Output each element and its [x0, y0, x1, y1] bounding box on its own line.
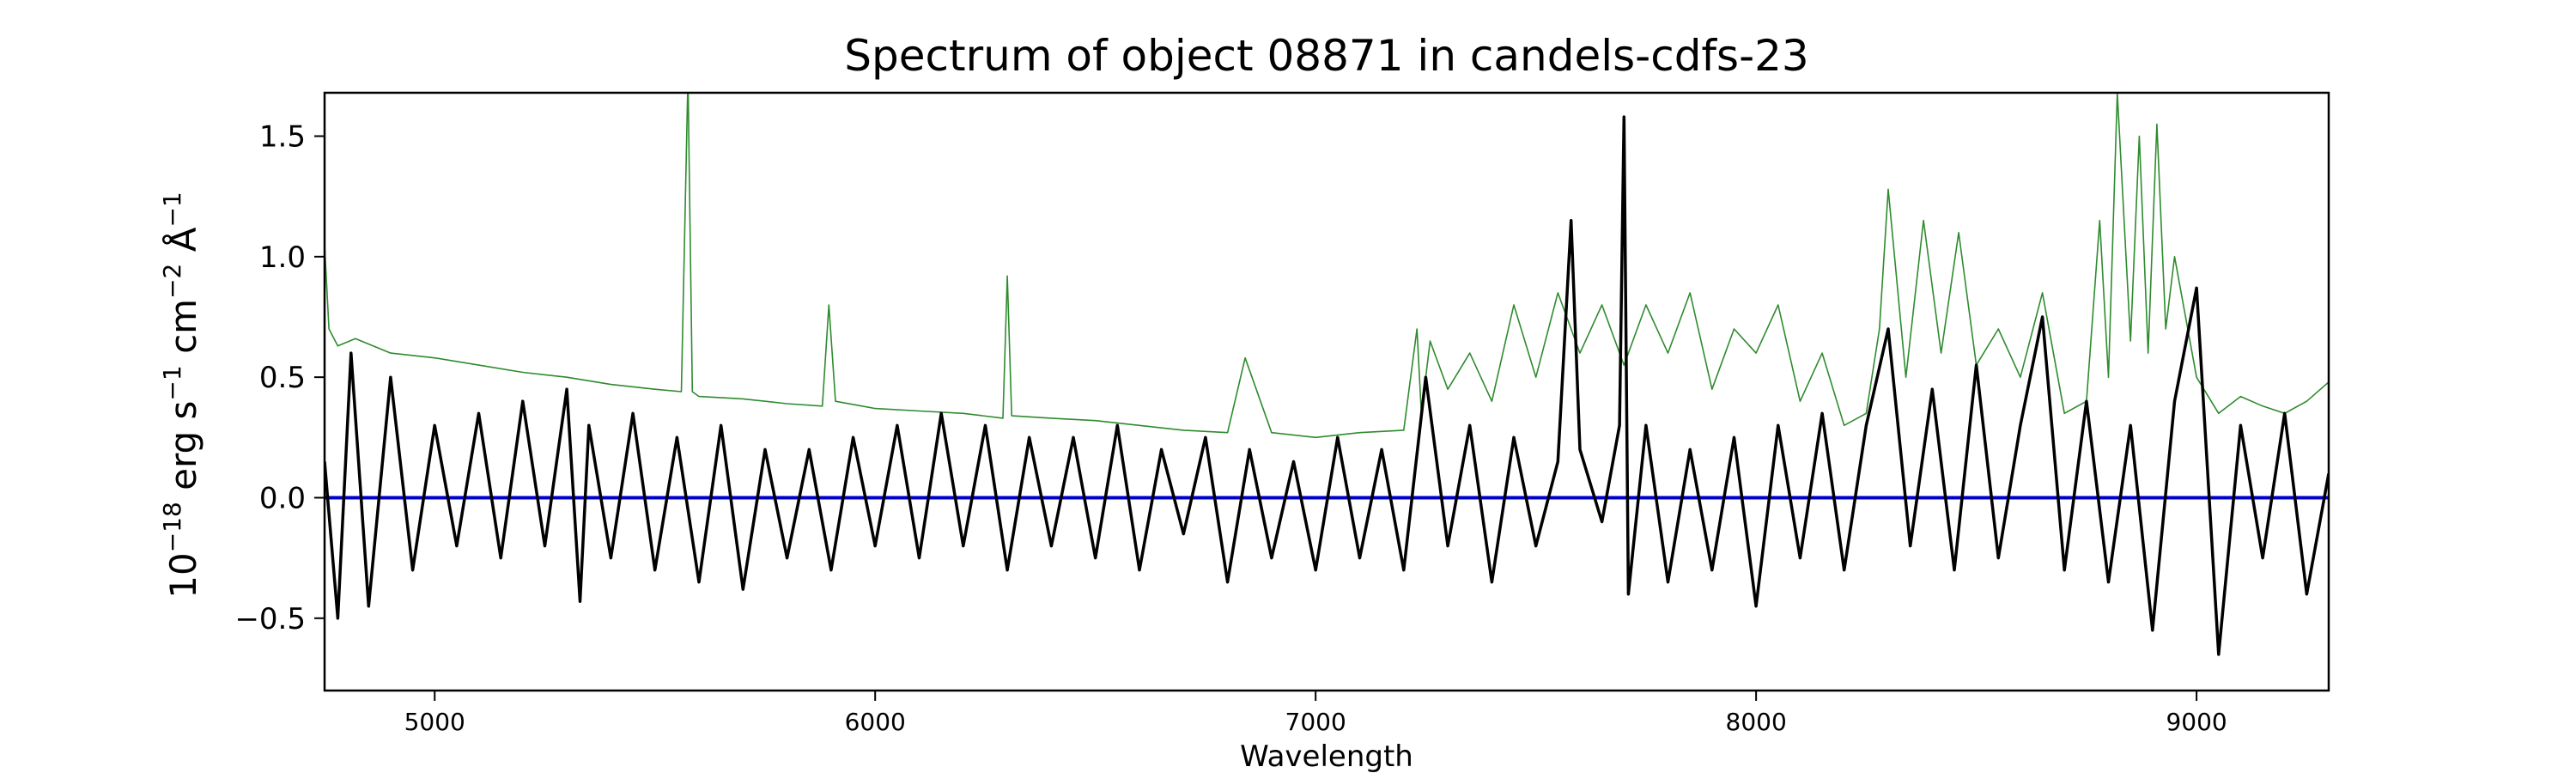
y-tick-label: 1.5: [259, 120, 306, 155]
chart-title: Spectrum of object 08871 in candels-cdfs…: [844, 31, 1809, 81]
y-tick-label: −0.5: [234, 602, 306, 636]
x-tick-label: 8000: [1726, 708, 1787, 736]
x-tick-label: 5000: [404, 708, 465, 736]
y-axis-label: 10−18 erg s−1 cm−2 Å−1: [158, 192, 204, 598]
plot-area: [325, 93, 2329, 656]
noise-spectrum-line: [325, 93, 2329, 439]
x-axis-label: Wavelength: [1240, 740, 1413, 773]
y-tick-label: 1.0: [259, 240, 306, 275]
x-tick-label: 9000: [2166, 708, 2227, 736]
plot-frame: [323, 91, 2330, 692]
flux-spectrum-line: [325, 115, 2329, 656]
x-tick-label: 7000: [1285, 708, 1346, 736]
y-tick-label: 0.5: [259, 361, 306, 395]
x-tick-label: 6000: [845, 708, 906, 736]
y-tick-label: 0.0: [259, 481, 306, 515]
axes: 5000 6000 7000 8000 9000 −0.5 0.0 0.5 1.0 1.5: [234, 91, 2330, 736]
